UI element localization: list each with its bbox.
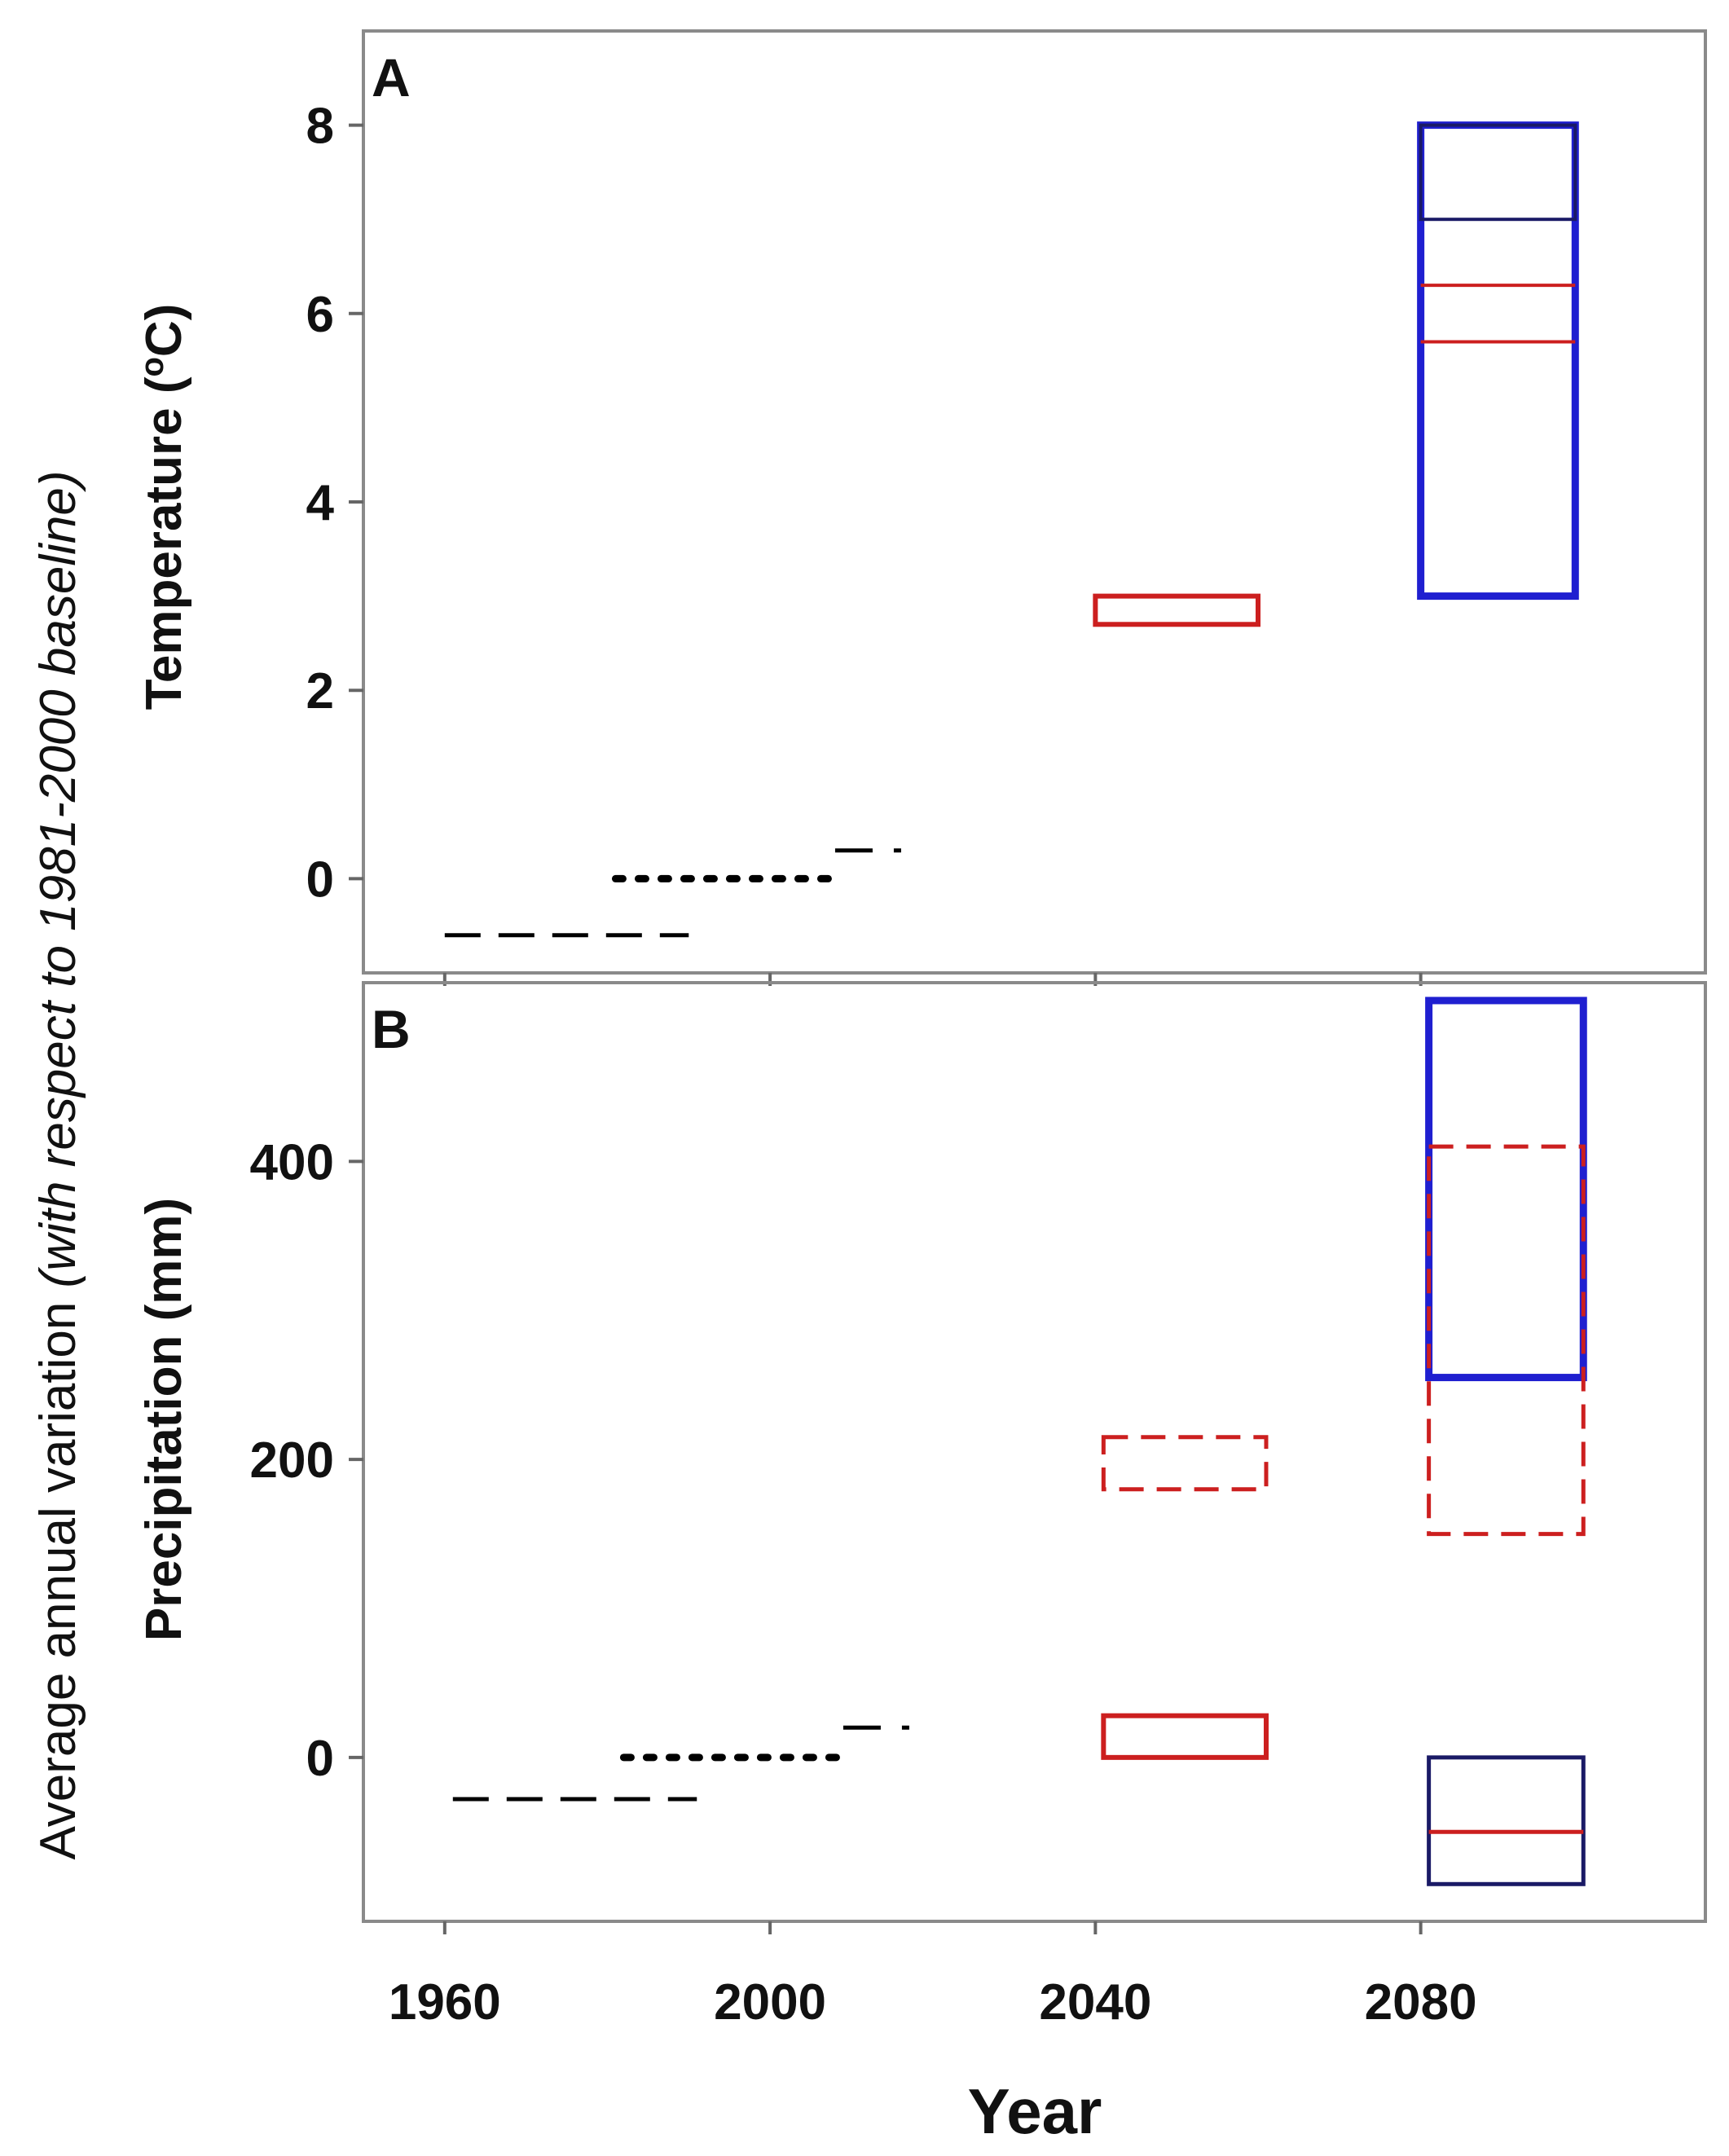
panel-a-projection-box bbox=[1419, 123, 1577, 222]
shared-y-title-italic: (with respect to 1981-2000 baseline) bbox=[30, 471, 86, 1288]
panel-b-label: B bbox=[372, 999, 411, 1059]
panel-a-y-title-text: Temperature ( bbox=[136, 376, 192, 710]
panel-a-y-tick-label: 0 bbox=[306, 851, 334, 908]
panel-b-projection-box bbox=[1101, 1435, 1269, 1492]
x-tick-label: 1960 bbox=[389, 1974, 501, 2031]
panel-a-y-tick-label: 6 bbox=[306, 287, 334, 343]
panel-a-label: A bbox=[372, 47, 411, 108]
x-tick-label: 2000 bbox=[714, 1974, 826, 2031]
panel-b-projection-box bbox=[1101, 1713, 1269, 1760]
panel-b-y-axis-title: Precipitation (mm) bbox=[136, 1198, 192, 1641]
panel-b-plot-frame bbox=[362, 981, 1707, 1923]
x-axis: 1960 2000 2040 2080 bbox=[389, 1974, 1477, 2031]
panel-b-projection-box bbox=[1427, 1755, 1586, 1886]
panel-a-projection-box bbox=[1093, 593, 1261, 627]
x-tick-label: 2040 bbox=[1039, 1974, 1151, 2031]
panel-a-y-tick-label: 2 bbox=[306, 663, 334, 719]
panel-a-y-axis-title: Temperature (oC) bbox=[134, 304, 192, 711]
x-tick-label: 2080 bbox=[1365, 1974, 1477, 2031]
shared-y-axis-title: Average annual variation (with respect t… bbox=[30, 471, 86, 1860]
panel-b-y-tick-label: 0 bbox=[306, 1731, 334, 1787]
panel-a-y-title-unit: C) bbox=[136, 304, 192, 357]
panel-a-y-tick-label: 8 bbox=[306, 99, 334, 155]
x-axis-title: Year bbox=[968, 2075, 1102, 2147]
shared-y-title-prefix: Average annual variation bbox=[30, 1287, 86, 1859]
panel-a: A 0 2 4 6 8 bbox=[306, 29, 1707, 986]
panel-b-y-tick-label: 200 bbox=[250, 1432, 334, 1489]
panel-b: B 0 200 400 bbox=[250, 981, 1707, 1934]
panel-b-y-tick-label: 400 bbox=[250, 1134, 334, 1190]
panel-a-y-title-degree: o bbox=[134, 357, 170, 376]
panel-b-projection-box bbox=[1427, 1144, 1586, 1537]
panel-a-y-tick-label: 4 bbox=[306, 475, 335, 531]
